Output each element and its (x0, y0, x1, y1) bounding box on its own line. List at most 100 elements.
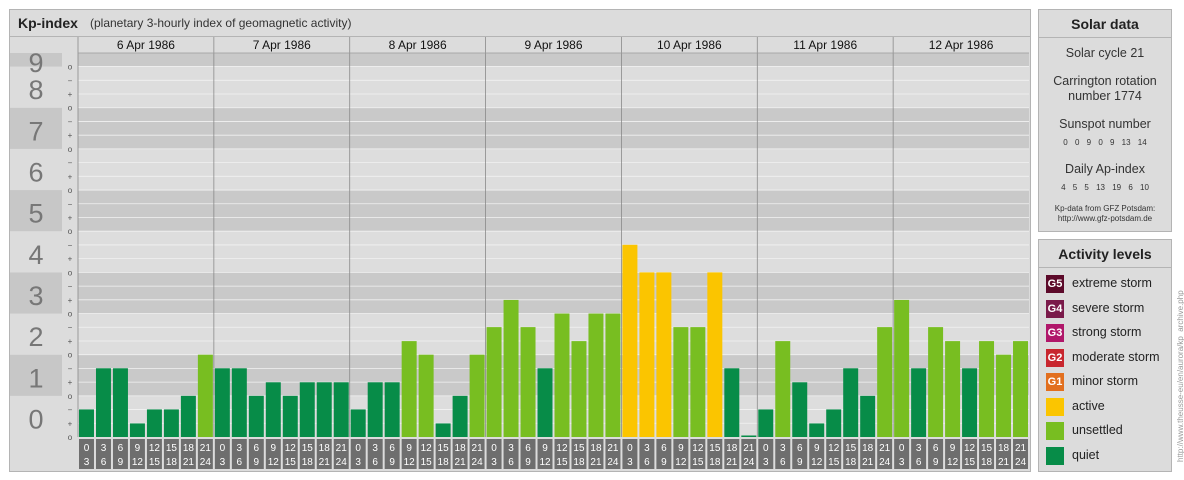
hour-start-label: 18 (590, 443, 602, 454)
hour-end-label: 24 (1015, 457, 1027, 468)
y-axis-label: 3 (28, 281, 43, 311)
day-label: 11 Apr 1986 (793, 38, 857, 52)
hour-cell (265, 439, 281, 469)
hour-end-label: 6 (372, 457, 378, 468)
hour-cell (129, 439, 145, 469)
hour-cell (146, 439, 162, 469)
hour-cell (316, 439, 332, 469)
hour-end-label: 15 (692, 457, 704, 468)
legend-label: strong storm (1072, 325, 1142, 339)
hour-start-label: 9 (271, 443, 277, 454)
plot-band (78, 231, 1029, 273)
data-source-line1: Kp-data from GFZ Potsdam: (1054, 204, 1156, 213)
kp-bar (996, 354, 1012, 437)
hour-cell (452, 439, 468, 469)
kp-bar (724, 368, 740, 437)
kp-bar (860, 395, 876, 437)
hour-start-label: 21 (879, 443, 891, 454)
hour-cell (571, 439, 587, 469)
hour-start-label: 21 (1015, 443, 1027, 454)
kp-bar (741, 435, 757, 437)
hour-start-label: 12 (964, 443, 976, 454)
y-sub-mark: o (68, 268, 73, 277)
kp-bar (163, 409, 179, 437)
hour-end-label: 9 (661, 457, 667, 468)
hour-cell (1013, 439, 1028, 469)
kp-bar (79, 409, 94, 437)
legend-label: unsettled (1072, 423, 1123, 437)
hour-end-label: 12 (268, 457, 280, 468)
hour-end-label: 3 (763, 457, 769, 468)
kp-bar (656, 272, 672, 437)
hour-cell (673, 439, 689, 469)
legend-label: minor storm (1072, 374, 1138, 388)
hour-start-label: 15 (438, 443, 450, 454)
hour-end-label: 15 (556, 457, 568, 468)
y-sub-mark: o (68, 145, 73, 154)
hour-end-label: 18 (166, 457, 178, 468)
hour-end-label: 12 (132, 457, 144, 468)
hour-cell (503, 439, 519, 469)
kp-bar (928, 327, 944, 437)
day-label: 12 Apr 1986 (929, 38, 994, 52)
hour-start-label: 9 (678, 443, 684, 454)
hour-start-label: 6 (118, 443, 124, 454)
hour-end-label: 9 (118, 457, 124, 468)
y-sub-mark: − (68, 364, 73, 373)
hour-start-label: 3 (916, 443, 922, 454)
hour-start-label: 0 (84, 443, 90, 454)
kp-bar (945, 341, 961, 437)
kp-bar (877, 327, 893, 437)
hour-cell (367, 439, 383, 469)
hour-start-label: 3 (237, 443, 243, 454)
day-label: 9 Apr 1986 (524, 38, 582, 52)
kp-bar (129, 423, 145, 437)
hour-start-label: 12 (149, 443, 161, 454)
hour-cell (350, 439, 366, 469)
legend-swatch: G1 (1046, 373, 1064, 391)
hour-start-label: 3 (101, 443, 107, 454)
kp-bar (690, 327, 706, 437)
hour-start-label: 18 (319, 443, 331, 454)
hour-start-label: 15 (981, 443, 993, 454)
plot-band (78, 66, 1029, 108)
hour-end-label: 9 (797, 457, 803, 468)
y-sub-mark: − (68, 282, 73, 291)
hour-cell (537, 439, 553, 469)
y-sub-mark: − (68, 323, 73, 332)
carrington-line2: number 1774 (1068, 89, 1142, 103)
hour-end-label: 21 (455, 457, 467, 468)
hour-cell (962, 439, 978, 469)
y-axis-label: 6 (28, 157, 43, 187)
kp-bar (1013, 341, 1028, 437)
hour-cell (979, 439, 995, 469)
hour-start-label: 3 (644, 443, 650, 454)
kp-bar (299, 382, 315, 437)
plot-band (78, 148, 1029, 191)
hour-start-label: 9 (950, 443, 956, 454)
hour-start-label: 15 (573, 443, 585, 454)
kp-bar (248, 395, 264, 437)
y-band (10, 107, 62, 149)
plot-band (78, 313, 1029, 355)
plot-band (78, 107, 1029, 149)
hour-end-label: 24 (607, 457, 619, 468)
solar-cycle: Solar cycle 21 (1065, 46, 1145, 60)
hour-end-label: 9 (525, 457, 531, 468)
hour-end-label: 6 (644, 457, 650, 468)
sunspot-label: Sunspot number (1059, 117, 1151, 131)
hour-cell (95, 439, 111, 469)
hour-end-label: 21 (319, 457, 331, 468)
hour-end-label: 24 (336, 457, 348, 468)
hour-start-label: 9 (135, 443, 141, 454)
y-axis-label: 0 (28, 404, 43, 434)
hour-end-label: 9 (254, 457, 260, 468)
chart-subtitle: (planetary 3-hourly index of geomagnetic… (90, 16, 352, 30)
kp-bar (214, 368, 230, 437)
kp-bar (894, 299, 910, 437)
hour-cell (945, 439, 961, 469)
legend-swatch: G5 (1046, 275, 1064, 293)
hour-cell (792, 439, 808, 469)
hour-cell (79, 439, 94, 469)
hour-end-label: 6 (780, 457, 786, 468)
